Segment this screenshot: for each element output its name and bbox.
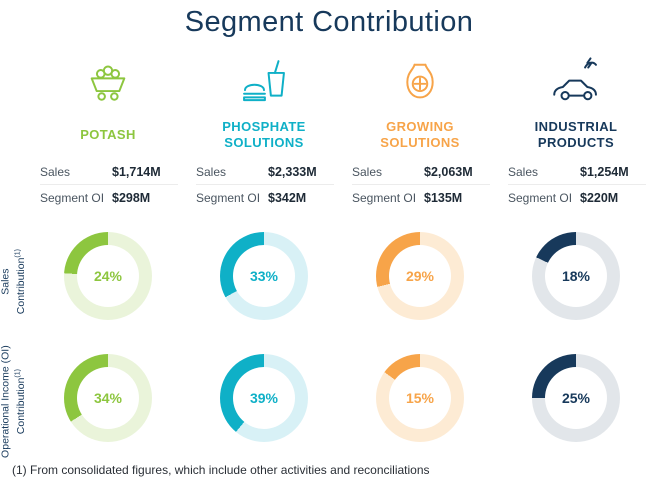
sales-contribution-donut: 18% bbox=[532, 232, 620, 320]
sales-contribution-donut: 24% bbox=[64, 232, 152, 320]
segment-oi-value: $342M bbox=[268, 191, 307, 205]
axis-label-text: Operational Income (OI) Contribution bbox=[0, 345, 27, 458]
sales-value: $1,714M bbox=[112, 164, 161, 179]
segment-icon-box bbox=[342, 51, 498, 113]
segment-oi-value: $298M bbox=[112, 191, 151, 205]
oi-contribution-donut: 25% bbox=[532, 354, 620, 442]
electric-car-icon bbox=[553, 57, 597, 101]
donut-percentage: 15% bbox=[405, 390, 435, 406]
footnote: (1) From consolidated figures, which inc… bbox=[12, 463, 430, 477]
donut-percentage: 25% bbox=[561, 390, 591, 406]
donut-hole: 39% bbox=[233, 367, 295, 429]
segment-icon-box bbox=[186, 51, 342, 113]
segment-icon-box bbox=[30, 51, 186, 113]
segment-title: PHOSPHATE SOLUTIONS bbox=[222, 118, 306, 150]
sales-contribution-donut: 29% bbox=[376, 232, 464, 320]
segment-column-phosphate-solutions: PHOSPHATE SOLUTIONS Sales $2,333M Segmen… bbox=[186, 39, 342, 459]
sales-value: $2,333M bbox=[268, 164, 317, 179]
sales-donut-row: 29% bbox=[342, 215, 498, 337]
oi-donut-row: 34% bbox=[30, 337, 186, 459]
mine-cart-icon bbox=[90, 65, 126, 101]
footnote-marker: (1) bbox=[14, 249, 22, 258]
oi-donut-row: 15% bbox=[342, 337, 498, 459]
segment-oi-row: Segment OI $135M bbox=[352, 185, 490, 211]
segment-title: GROWING SOLUTIONS bbox=[380, 118, 460, 150]
sales-label: Sales bbox=[40, 164, 71, 179]
donut-percentage: 18% bbox=[561, 268, 591, 284]
sales-label: Sales bbox=[352, 164, 383, 179]
segment-stats: Sales $1,714M Segment OI $298M bbox=[30, 157, 186, 215]
sales-donut-row: 33% bbox=[186, 215, 342, 337]
donut-hole: 34% bbox=[77, 367, 139, 429]
oi-donut-row: 25% bbox=[498, 337, 654, 459]
segment-icon-box bbox=[498, 51, 654, 113]
segments-grid: POTASH Sales $1,714M Segment OI $298M 24… bbox=[30, 39, 654, 459]
donut-percentage: 34% bbox=[93, 390, 123, 406]
donut-hole: 18% bbox=[545, 245, 607, 307]
donut-percentage: 29% bbox=[405, 268, 435, 284]
donut-hole: 24% bbox=[77, 245, 139, 307]
sales-row: Sales $2,063M bbox=[352, 159, 490, 185]
segment-oi-value: $220M bbox=[580, 191, 619, 205]
donut-percentage: 39% bbox=[249, 390, 279, 406]
donut-percentage: 24% bbox=[93, 268, 123, 284]
sales-donut-row: 24% bbox=[30, 215, 186, 337]
segment-stats: Sales $1,254M Segment OI $220M bbox=[498, 157, 654, 215]
segment-title: POTASH bbox=[80, 126, 136, 142]
axis-label-oi-contribution: Operational Income (OI) Contribution(1) bbox=[0, 343, 29, 461]
burger-drink-icon bbox=[243, 60, 285, 102]
oi-contribution-donut: 39% bbox=[220, 354, 308, 442]
donut-hole: 15% bbox=[389, 367, 451, 429]
sales-label: Sales bbox=[508, 164, 539, 179]
segment-stats: Sales $2,333M Segment OI $342M bbox=[186, 157, 342, 215]
segment-column-industrial-products: INDUSTRIAL PRODUCTS Sales $1,254M Segmen… bbox=[498, 39, 654, 459]
segment-oi-value: $135M bbox=[424, 191, 463, 205]
sales-label: Sales bbox=[196, 164, 227, 179]
sales-value: $2,063M bbox=[424, 164, 473, 179]
sales-row: Sales $1,714M bbox=[40, 159, 178, 185]
sales-donut-row: 18% bbox=[498, 215, 654, 337]
axis-label-sales-contribution: Sales Contribution(1) bbox=[0, 240, 29, 324]
donut-hole: 33% bbox=[233, 245, 295, 307]
segment-column-growing-solutions: GROWING SOLUTIONS Sales $2,063M Segment … bbox=[342, 39, 498, 459]
segment-title: INDUSTRIAL PRODUCTS bbox=[534, 118, 618, 150]
sales-value: $1,254M bbox=[580, 164, 629, 179]
donut-hole: 25% bbox=[545, 367, 607, 429]
segment-oi-label: Segment OI bbox=[40, 191, 105, 205]
segment-oi-label: Segment OI bbox=[196, 191, 261, 205]
segment-stats: Sales $2,063M Segment OI $135M bbox=[342, 157, 498, 215]
oi-contribution-donut: 15% bbox=[376, 354, 464, 442]
segment-oi-row: Segment OI $220M bbox=[508, 185, 646, 211]
segment-oi-label: Segment OI bbox=[352, 191, 417, 205]
fertilizer-sack-icon bbox=[406, 63, 434, 99]
footnote-marker: (1) bbox=[14, 369, 22, 378]
segment-oi-label: Segment OI bbox=[508, 191, 573, 205]
axis-label-text: Sales Contribution bbox=[0, 257, 27, 315]
page-title: Segment Contribution bbox=[184, 6, 474, 38]
oi-donut-row: 39% bbox=[186, 337, 342, 459]
sales-contribution-donut: 33% bbox=[220, 232, 308, 320]
donut-hole: 29% bbox=[389, 245, 451, 307]
oi-contribution-donut: 34% bbox=[64, 354, 152, 442]
segment-oi-row: Segment OI $298M bbox=[40, 185, 178, 211]
segment-oi-row: Segment OI $342M bbox=[196, 185, 334, 211]
sales-row: Sales $2,333M bbox=[196, 159, 334, 185]
donut-percentage: 33% bbox=[249, 268, 279, 284]
segment-column-potash: POTASH Sales $1,714M Segment OI $298M 24… bbox=[30, 39, 186, 459]
sales-row: Sales $1,254M bbox=[508, 159, 646, 185]
